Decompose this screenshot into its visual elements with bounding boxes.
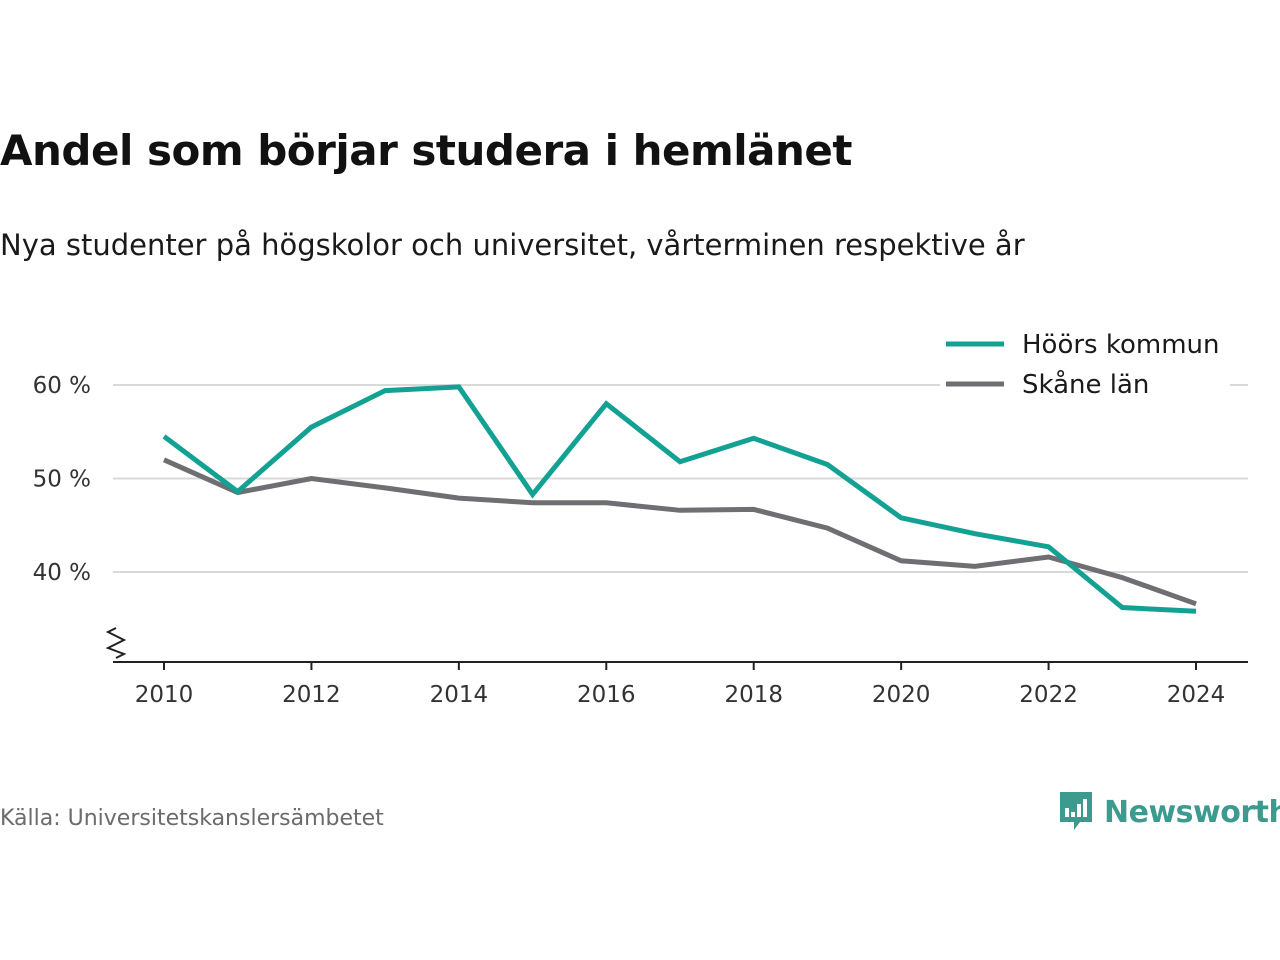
y-tick-label: 60 % <box>33 373 91 399</box>
y-tick-label: 40 % <box>33 560 91 586</box>
chart-subtitle: Nya studenter på högskolor och universit… <box>0 228 1025 262</box>
legend: Höörs kommun Skåne län <box>940 322 1230 410</box>
x-tick-label: 2020 <box>872 682 931 708</box>
y-tick-label: 50 % <box>33 467 91 493</box>
source-note: Källa: Universitetskanslersämbetet <box>0 806 384 831</box>
x-tick-label: 2016 <box>577 682 636 708</box>
series-lines <box>162 384 1197 614</box>
bar-chart-speech-bubble-icon <box>1060 792 1092 830</box>
series-line-hoors-kommun <box>162 384 1197 614</box>
x-tick-label: 2012 <box>282 682 341 708</box>
brand-logo: Newsworthy <box>1058 790 1280 834</box>
x-tick-label: 2022 <box>1019 682 1078 708</box>
axis-break-icon <box>105 627 127 659</box>
x-tick-label: 2010 <box>135 682 194 708</box>
legend-label: Höörs kommun <box>1022 330 1220 360</box>
legend-label: Skåne län <box>1022 369 1149 400</box>
series-line-skane-lan <box>162 457 1197 607</box>
brand-name: Newsworthy <box>1104 794 1280 830</box>
legend-background <box>940 322 1230 410</box>
x-tick-label: 2024 <box>1167 682 1226 708</box>
x-tick-label: 2018 <box>724 682 783 708</box>
axes: 40 % 50 % 60 % 2010 2012 2014 2016 2018 2020 2022… <box>33 373 1248 708</box>
x-tick-label: 2014 <box>430 682 489 708</box>
gridlines <box>113 384 1248 573</box>
chart-title: Andel som börjar studera i hemlänet <box>0 126 853 175</box>
